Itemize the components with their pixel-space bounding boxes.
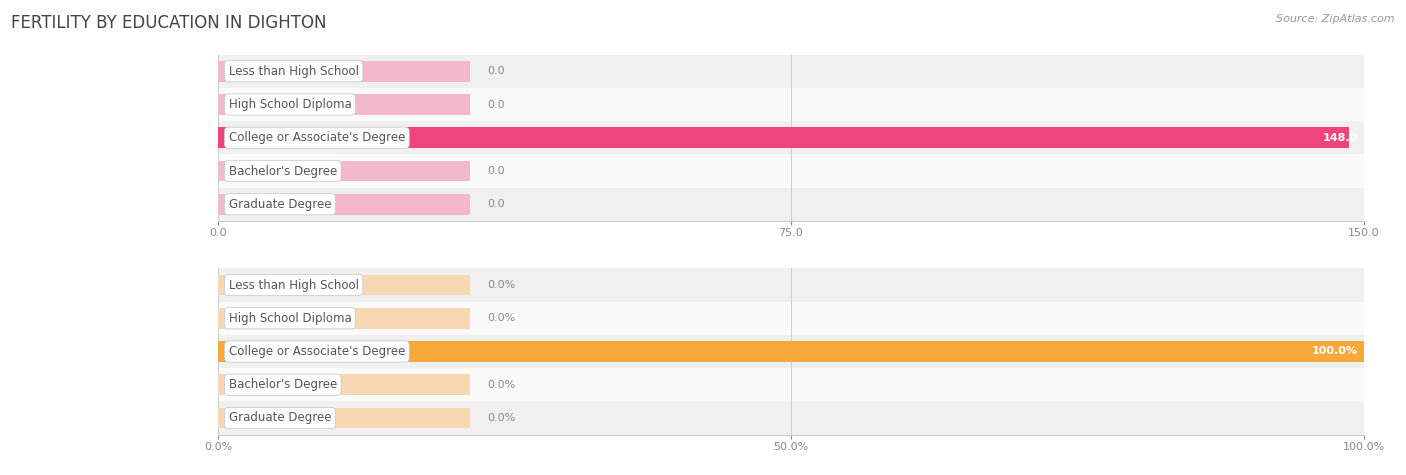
Text: Less than High School: Less than High School	[229, 65, 359, 78]
Text: FERTILITY BY EDUCATION IN DIGHTON: FERTILITY BY EDUCATION IN DIGHTON	[11, 14, 326, 32]
Bar	[218, 275, 470, 295]
Text: College or Associate's Degree: College or Associate's Degree	[229, 131, 405, 144]
Text: High School Diploma: High School Diploma	[229, 312, 352, 325]
Text: 0.0: 0.0	[488, 66, 505, 76]
Text: Less than High School: Less than High School	[229, 278, 359, 292]
Text: Graduate Degree: Graduate Degree	[229, 411, 332, 425]
Text: 0.0%: 0.0%	[488, 280, 516, 290]
Bar	[218, 302, 1364, 335]
Bar	[218, 268, 1364, 302]
Text: 0.0%: 0.0%	[488, 313, 516, 323]
Text: 0.0: 0.0	[488, 166, 505, 176]
Bar	[218, 121, 1364, 154]
Bar	[218, 401, 1364, 435]
Bar	[218, 55, 1364, 88]
Text: 0.0%: 0.0%	[488, 380, 516, 390]
Bar	[218, 154, 1364, 188]
Bar	[218, 368, 1364, 401]
Text: 0.0%: 0.0%	[488, 413, 516, 423]
Text: Graduate Degree: Graduate Degree	[229, 198, 332, 211]
Bar	[218, 94, 470, 115]
Bar	[218, 161, 470, 181]
Bar	[218, 335, 1364, 368]
Bar	[218, 188, 1364, 221]
Text: High School Diploma: High School Diploma	[229, 98, 352, 111]
Text: Source: ZipAtlas.com: Source: ZipAtlas.com	[1277, 14, 1395, 24]
Text: Bachelor's Degree: Bachelor's Degree	[229, 378, 337, 391]
Bar	[218, 61, 470, 82]
Bar	[218, 341, 1364, 362]
Bar	[218, 88, 1364, 121]
Text: 148.0: 148.0	[1323, 133, 1358, 143]
Bar	[218, 194, 470, 215]
Bar	[218, 127, 1348, 148]
Text: Bachelor's Degree: Bachelor's Degree	[229, 164, 337, 178]
Bar	[218, 374, 470, 395]
Text: College or Associate's Degree: College or Associate's Degree	[229, 345, 405, 358]
Bar	[218, 308, 470, 329]
Text: 0.0: 0.0	[488, 199, 505, 209]
Bar	[218, 408, 470, 428]
Text: 100.0%: 100.0%	[1312, 346, 1358, 357]
Text: 0.0: 0.0	[488, 99, 505, 110]
